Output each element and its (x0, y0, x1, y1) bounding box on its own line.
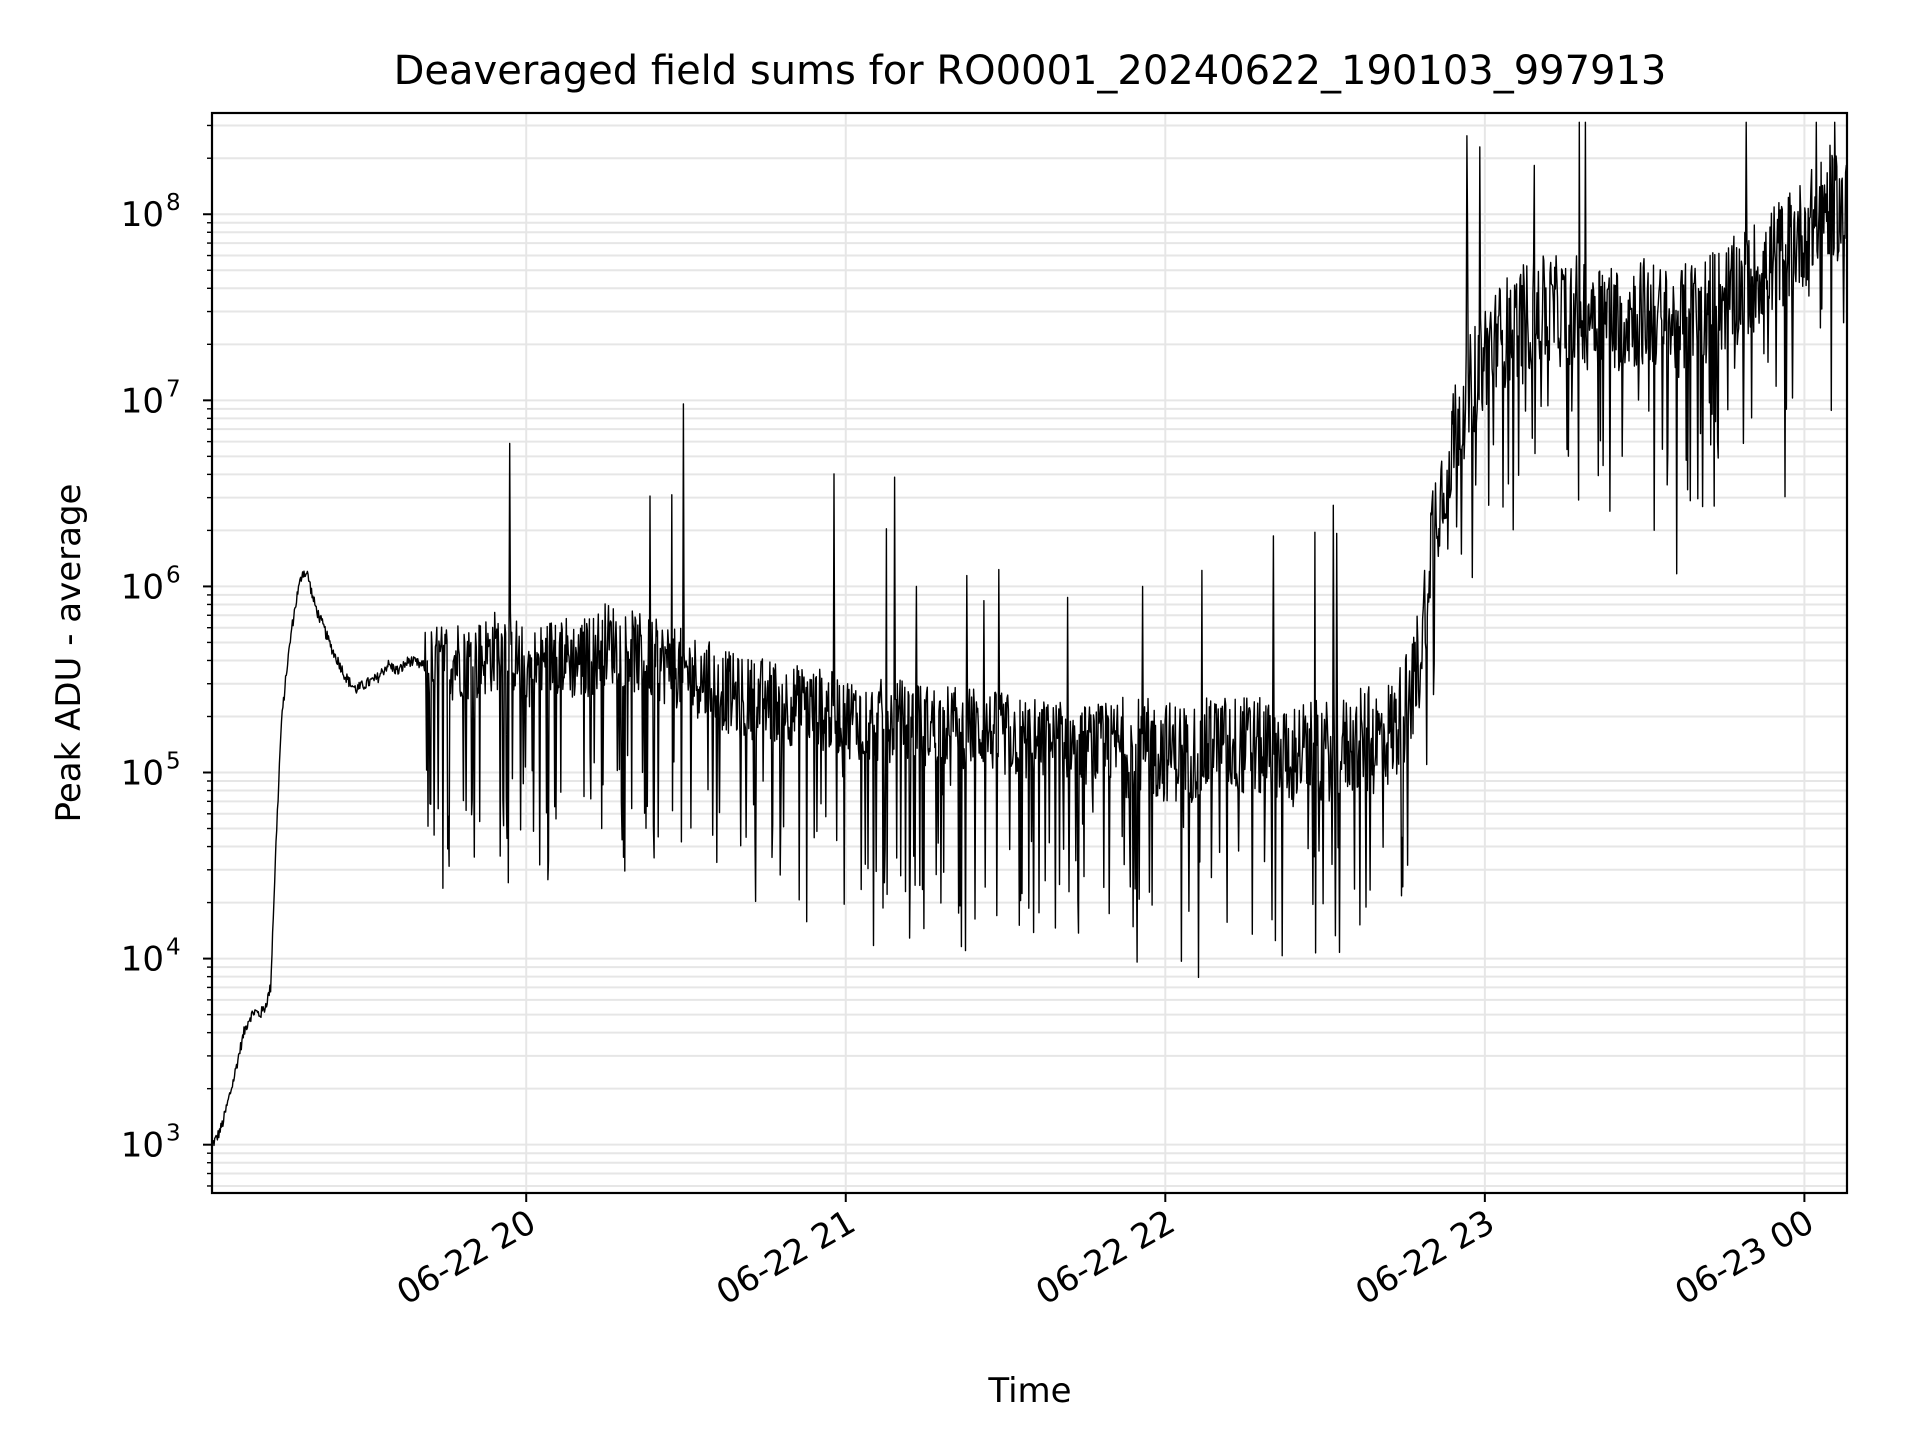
y-tick-exponent: 4 (166, 935, 181, 961)
x-axis-label: Time (987, 1371, 1071, 1411)
chart-title: Deaveraged field sums for RO0001_2024062… (394, 48, 1667, 94)
y-axis-label: Peak ADU - average (49, 484, 89, 823)
y-tick-label: 10 (121, 1126, 164, 1166)
y-tick-exponent: 3 (166, 1121, 181, 1147)
y-tick-exponent: 5 (166, 749, 181, 775)
y-tick-label: 10 (121, 195, 164, 235)
y-tick-label: 10 (121, 940, 164, 980)
series-line (211, 121, 1848, 1147)
plot-frame (210, 111, 1849, 1195)
y-tick-exponent: 8 (166, 190, 181, 216)
y-tick-exponent: 7 (166, 376, 181, 402)
major-gridlines (212, 113, 1847, 1193)
y-tick-label: 10 (121, 567, 164, 607)
y-tick-label: 10 (121, 381, 164, 421)
y-tick-label: 10 (121, 754, 164, 794)
y-tick-exponent: 6 (166, 562, 181, 588)
minor-gridlines (212, 124, 1847, 1187)
data-series-line (211, 121, 1848, 1147)
